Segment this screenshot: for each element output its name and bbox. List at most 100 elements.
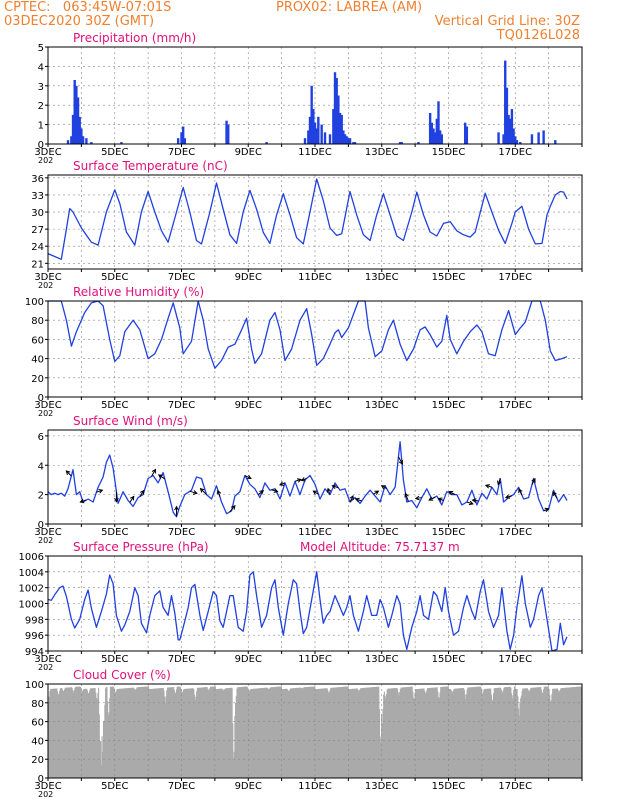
cloud-bar <box>351 688 353 778</box>
x-year-label: 202 <box>38 663 53 672</box>
cloud-bar <box>404 687 406 778</box>
precip-bar <box>430 122 434 144</box>
cloud-bar <box>378 708 381 778</box>
cloud-bar <box>545 686 547 778</box>
cloud-bar <box>500 688 502 778</box>
cloud-bar <box>219 688 221 778</box>
cloud-bar <box>242 686 244 778</box>
wind-arrow-shaft <box>332 485 339 489</box>
cloud-bar <box>89 690 91 778</box>
precip-bar <box>303 138 307 144</box>
cloud-bar <box>114 691 116 778</box>
cloud-bar <box>413 697 415 778</box>
x-year-label: 202 <box>38 409 53 418</box>
wind-arrow-head <box>468 500 474 506</box>
cloud-bar <box>409 686 411 778</box>
x-tick-label: 3DEC <box>34 147 61 158</box>
wind-arrow-head <box>65 470 71 475</box>
x-tick-label: 5DEC <box>101 147 128 158</box>
x-tick-label: 7DEC <box>168 272 195 283</box>
wind-arrow-shaft <box>404 493 409 502</box>
cloud-bar <box>199 687 201 778</box>
cloud-bar <box>139 687 141 778</box>
cloud-bar <box>114 689 116 778</box>
cloud-bar <box>196 691 198 778</box>
cloud-bar <box>487 688 489 778</box>
cloud-bar <box>410 686 412 778</box>
wind-arrow-shaft <box>294 478 302 482</box>
precip-bar <box>398 142 402 144</box>
cloud-bar <box>353 688 356 778</box>
cloud-bar <box>538 687 540 778</box>
y-tick-label: 4 <box>38 461 44 472</box>
wind-arrow-head <box>448 490 454 496</box>
cloud-bar <box>341 686 343 778</box>
cloud-bar <box>209 688 211 778</box>
y-tick-label: 1002 <box>19 584 44 595</box>
wind-arrow <box>257 489 265 496</box>
wind-arrow-shaft <box>531 478 536 486</box>
cloud-bar <box>339 687 341 778</box>
panel-frame <box>47 555 583 652</box>
cloud-bar <box>472 687 474 778</box>
precip-bar <box>71 114 75 144</box>
panel-frame <box>47 46 583 145</box>
x-tick-label: 17DEC <box>498 272 532 283</box>
y-tick-label: 24 <box>31 242 44 253</box>
precip-bar <box>310 85 313 144</box>
cloud-bar <box>336 687 338 778</box>
cloud-bar <box>214 686 216 778</box>
cloud-bar <box>360 688 362 778</box>
cloud-bar <box>243 686 245 778</box>
cloud-bar <box>420 688 422 778</box>
cloud-bar <box>513 686 515 778</box>
cloud-bar <box>197 687 199 778</box>
cloud-bar <box>569 687 571 778</box>
cloud-bar <box>555 688 557 778</box>
cloud-bar <box>109 698 111 778</box>
wind-arrow-shaft <box>229 505 236 513</box>
cloud-bar <box>358 690 360 778</box>
cloud-bar <box>525 688 527 778</box>
cloud-bar <box>95 697 98 778</box>
cloud-bar <box>278 686 280 778</box>
y-tick-label: 4 <box>38 62 44 73</box>
cloud-bar <box>155 688 157 778</box>
cloud-bar <box>283 688 285 778</box>
cloud-bar <box>328 693 330 778</box>
precip-bar <box>345 136 348 144</box>
x-tick-label: 7DEC <box>168 147 195 158</box>
cloud-bar <box>552 688 554 778</box>
cloud-bar <box>79 686 82 778</box>
cloud-bar <box>481 689 483 778</box>
cloud-bar <box>391 688 393 778</box>
cloud-bar <box>261 688 263 778</box>
cloud-bar <box>78 686 80 778</box>
cloud-bar <box>536 687 538 778</box>
cloud-bar <box>166 690 168 778</box>
precip-bar <box>353 142 357 144</box>
x-tick-label: 15DEC <box>432 781 466 792</box>
y-tick-label: 20 <box>31 374 44 385</box>
cloud-bar <box>116 688 118 778</box>
x-tick-label: 13DEC <box>365 654 399 665</box>
precip-bar <box>328 134 332 144</box>
cloud-bar <box>579 686 582 778</box>
cloud-bar <box>458 688 460 778</box>
cloud-bar <box>234 716 236 778</box>
cloud-bar <box>229 687 231 778</box>
cloud-bar <box>146 686 148 778</box>
cloud-bar <box>381 723 383 778</box>
cloud-bar <box>70 687 72 778</box>
precip-bar <box>463 122 467 144</box>
cloud-bar <box>157 688 159 778</box>
cloud-bar <box>307 686 309 778</box>
cloud-bar <box>149 689 151 778</box>
cloud-bar <box>223 690 225 778</box>
y-tick-label: 80 <box>31 699 44 710</box>
cloud-bar <box>358 690 360 778</box>
wind-arrow <box>428 496 436 501</box>
precip-bar <box>183 138 187 144</box>
cloud-bar <box>260 688 262 778</box>
cloud-bar <box>158 688 160 778</box>
